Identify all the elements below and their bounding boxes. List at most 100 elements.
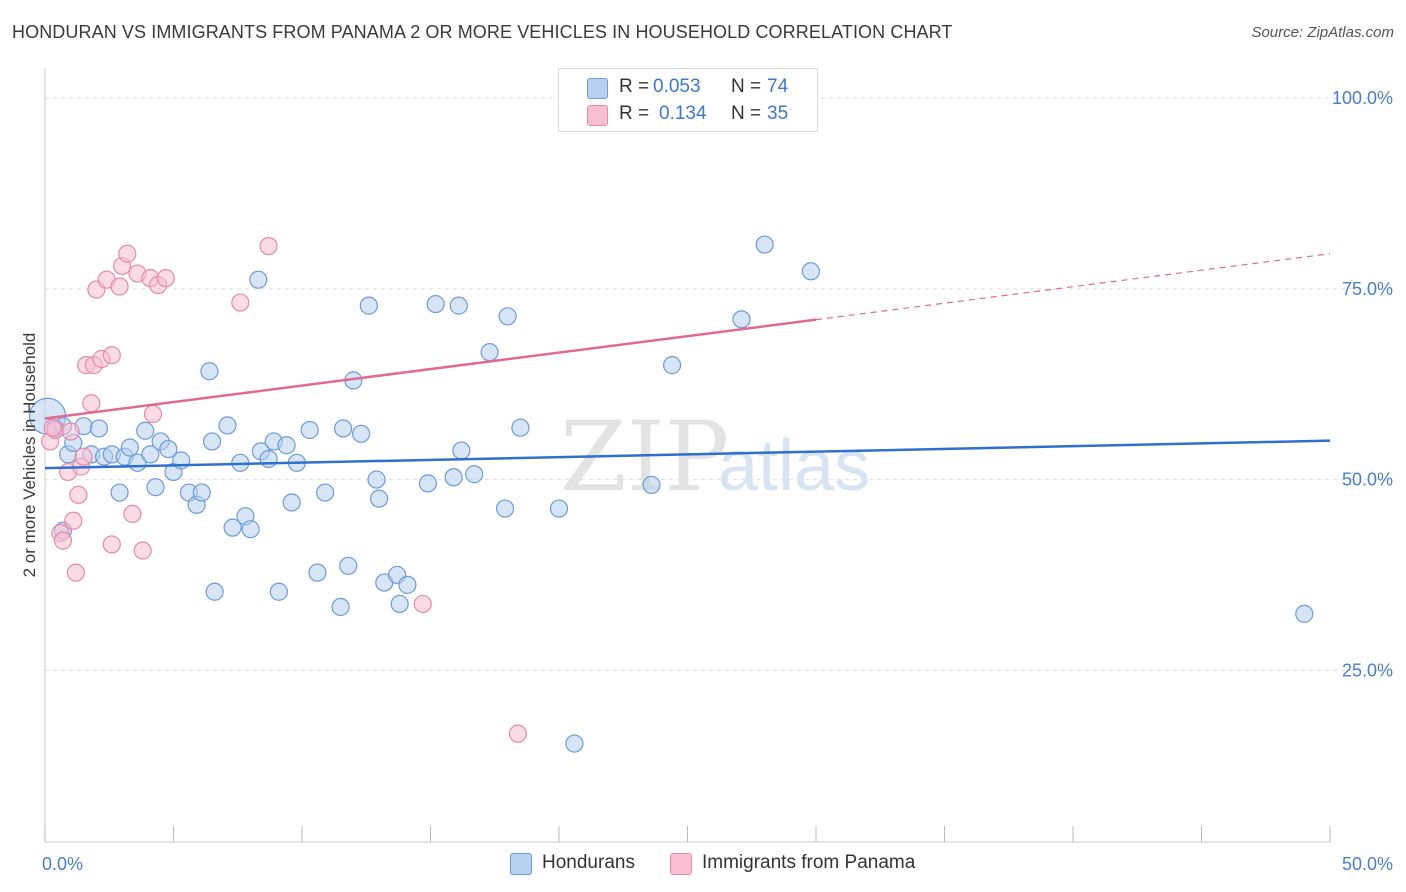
panama-point — [102, 535, 121, 554]
honduran-point — [1295, 604, 1314, 623]
source-label: Source: ZipAtlas.com — [1251, 24, 1394, 41]
legend-n-label: N = — [731, 76, 762, 97]
honduran-point — [316, 483, 335, 502]
honduran-point — [120, 438, 139, 457]
honduran-point — [308, 563, 327, 582]
y-tick-label: 25.0% — [1342, 660, 1393, 680]
panama-point — [508, 724, 527, 743]
panama-point — [133, 541, 152, 560]
x-tick-label: 50.0% — [1342, 854, 1393, 874]
series-legend: Hondurans Immigrants from Panama — [0, 852, 1406, 878]
chart-title: HONDURAN VS IMMIGRANTS FROM PANAMA 2 OR … — [12, 22, 953, 42]
legend-r-label: R = — [619, 76, 650, 97]
honduran-point — [192, 483, 211, 502]
honduran-point — [269, 582, 288, 601]
honduran-point — [159, 439, 178, 459]
honduran-point — [223, 518, 242, 537]
series-panama-points — [41, 88, 749, 743]
honduran-point — [444, 468, 463, 487]
correlation-legend: R = 0.053 N = 74 R = 0.134 N = 35 — [558, 68, 818, 132]
honduran-point — [498, 307, 517, 326]
honduran-point — [146, 478, 165, 497]
panama-point — [64, 511, 83, 530]
y-tick-labels: 100.0% 75.0% 50.0% 25.0% — [1332, 88, 1393, 680]
honduran-point — [282, 493, 301, 512]
honduran-point — [241, 520, 260, 539]
panama-point — [110, 277, 129, 296]
y-axis-label: 2 or more Vehicles in Household — [20, 333, 39, 578]
honduran-point — [367, 470, 386, 489]
legend-label-hondurans: Hondurans — [542, 852, 635, 873]
panama-point — [118, 244, 137, 263]
honduran-point — [110, 483, 129, 502]
honduran-point — [755, 235, 774, 254]
panama-point — [143, 404, 163, 424]
honduran-point — [398, 575, 417, 594]
legend-r-value: 0.134 — [659, 103, 707, 124]
x-tick-label: 0.0% — [42, 854, 83, 874]
y-tick-label: 50.0% — [1342, 470, 1393, 490]
honduran-point — [465, 465, 484, 484]
legend-label-panama: Immigrants from Panama — [702, 852, 916, 873]
grid-lines — [45, 97, 1392, 671]
honduran-point — [136, 421, 155, 440]
honduran-point — [511, 418, 530, 437]
legend-swatch-pink — [670, 853, 692, 875]
honduran-point — [359, 296, 378, 315]
honduran-point — [370, 489, 389, 508]
panama-point — [231, 293, 250, 312]
honduran-point — [418, 474, 438, 493]
legend-n-value: 35 — [767, 103, 789, 124]
panama-trend-extension — [815, 253, 1331, 321]
honduran-point — [732, 310, 751, 329]
legend-swatch-pink — [587, 105, 608, 126]
honduran-point — [662, 356, 682, 375]
legend-r-value: 0.053 — [653, 76, 701, 97]
honduran-point — [89, 419, 109, 438]
panama-point — [43, 418, 62, 437]
panama-point — [156, 269, 175, 288]
legend-row-panama: R = 0.134 N = 35 — [559, 103, 817, 127]
honduran-point — [218, 416, 237, 435]
honduran-point — [331, 597, 350, 617]
honduran-point — [277, 436, 296, 455]
watermark-atlas: atlas — [718, 426, 870, 506]
honduran-point — [426, 294, 445, 314]
panama-point — [66, 563, 85, 582]
honduran-point — [801, 262, 820, 281]
honduran-point — [480, 343, 499, 362]
watermark: ZIP atlas — [560, 401, 870, 513]
honduran-trend-line — [44, 439, 1331, 470]
legend-swatch-blue — [587, 78, 608, 99]
honduran-point — [390, 594, 409, 614]
honduran-point — [339, 556, 358, 575]
x-tick-labels: 0.0% 50.0% — [42, 854, 1393, 874]
honduran-point — [202, 432, 222, 451]
y-tick-label: 75.0% — [1342, 279, 1393, 299]
panama-point — [123, 504, 142, 524]
honduran-point — [352, 424, 371, 443]
legend-n-label: N = — [731, 103, 762, 124]
honduran-point — [449, 296, 468, 315]
panama-point — [74, 447, 93, 466]
honduran-point — [300, 420, 319, 440]
panama-point — [102, 346, 121, 365]
panama-point — [53, 531, 73, 550]
legend-n-value: 74 — [767, 76, 789, 97]
honduran-point — [205, 582, 224, 601]
axes — [44, 68, 1331, 843]
panama-trend-line — [44, 318, 817, 420]
honduran-point — [259, 449, 278, 469]
honduran-point — [249, 270, 268, 289]
honduran-point — [200, 362, 219, 381]
legend-r-label: R = — [619, 103, 650, 124]
panama-point — [61, 422, 80, 441]
legend-row-hondurans: R = 0.053 N = 74 — [559, 76, 817, 100]
panama-point — [413, 594, 432, 614]
honduran-point — [452, 441, 471, 460]
honduran-point — [334, 419, 353, 438]
y-tick-label: 100.0% — [1332, 88, 1393, 108]
panama-point — [259, 236, 278, 256]
legend-swatch-blue — [510, 853, 532, 875]
